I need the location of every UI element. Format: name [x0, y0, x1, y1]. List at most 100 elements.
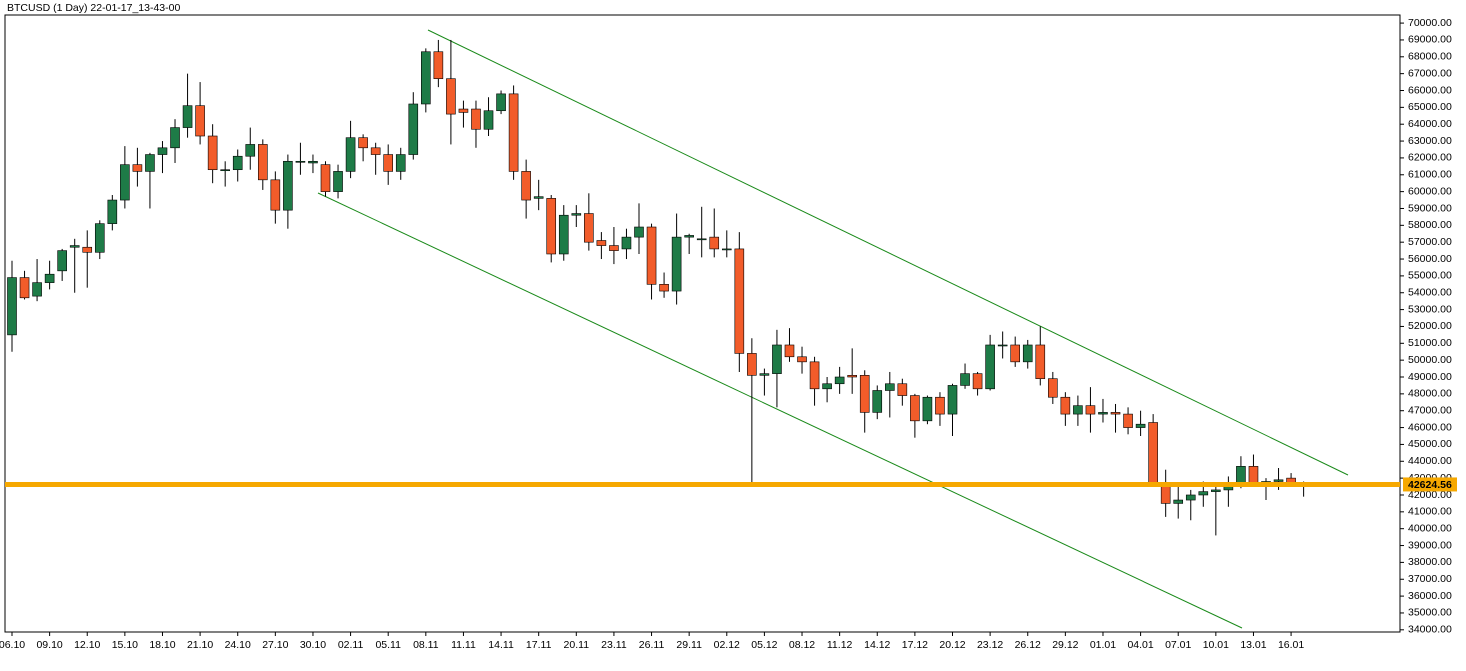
x-tick-label: 23.12 — [977, 639, 1003, 651]
x-tick-label: 29.12 — [1052, 639, 1078, 651]
candle-body — [935, 396, 945, 415]
y-tick-label: 44000.00 — [1408, 455, 1452, 467]
candle-body — [747, 353, 757, 376]
x-tick-label: 17.12 — [902, 639, 928, 651]
candle-body — [383, 154, 394, 172]
candle-body — [822, 383, 832, 390]
x-tick-label: 02.11 — [338, 639, 364, 651]
candle-body — [558, 214, 569, 255]
y-tick-label: 52000.00 — [1408, 320, 1452, 332]
candle-body — [483, 110, 494, 130]
candle-body — [859, 375, 870, 413]
y-tick-label: 64000.00 — [1408, 118, 1452, 130]
candle-body — [345, 137, 356, 172]
y-tick-label: 36000.00 — [1408, 590, 1452, 602]
candle-body — [584, 213, 594, 243]
candle-body — [1035, 344, 1046, 379]
x-tick-label: 18.10 — [149, 639, 175, 651]
y-tick-label: 60000.00 — [1408, 185, 1452, 197]
y-tick-label: 58000.00 — [1408, 219, 1452, 231]
x-tick-label: 26.12 — [1015, 639, 1041, 651]
y-tick-label: 62000.00 — [1408, 152, 1452, 164]
candle-body — [1236, 466, 1246, 484]
candle-body — [145, 154, 155, 172]
candle-body — [1173, 499, 1184, 504]
y-tick-label: 61000.00 — [1408, 169, 1452, 181]
candle-body — [897, 383, 908, 396]
y-tick-label: 35000.00 — [1408, 607, 1452, 619]
x-tick-label: 04.01 — [1127, 639, 1153, 651]
candle-body — [220, 169, 230, 172]
candle-body — [721, 248, 732, 251]
candle-body — [922, 396, 933, 422]
x-tick-label: 10.01 — [1203, 639, 1229, 651]
candle-body — [32, 282, 42, 297]
candle-body — [170, 127, 180, 149]
current-price-box — [1403, 477, 1457, 492]
y-tick-label: 59000.00 — [1408, 202, 1452, 214]
candle-body — [421, 51, 431, 105]
x-tick-label: 27.10 — [262, 639, 288, 651]
candle-body — [997, 344, 1008, 347]
candle-body — [1273, 479, 1284, 482]
x-tick-label: 02.12 — [714, 639, 740, 651]
candle-body — [19, 277, 30, 299]
candle-body — [1073, 405, 1083, 415]
candle-body — [496, 93, 506, 112]
candle-body — [57, 250, 67, 272]
candle-body — [646, 226, 657, 285]
candle-body — [232, 155, 243, 171]
candle-body — [884, 383, 895, 391]
x-tick-label: 21.10 — [187, 639, 213, 651]
candle-body — [471, 108, 481, 130]
trend-line — [317, 192, 1243, 629]
x-tick-label: 09.10 — [36, 639, 62, 651]
x-tick-label: 24.10 — [225, 639, 251, 651]
x-tick-label: 05.11 — [375, 639, 401, 651]
x-tick-label: 01.01 — [1090, 639, 1116, 651]
candle-body — [1148, 422, 1158, 484]
y-tick-label: 49000.00 — [1408, 371, 1452, 383]
y-tick-label: 66000.00 — [1408, 84, 1452, 96]
candle-body — [709, 236, 720, 250]
y-tick-label: 50000.00 — [1408, 354, 1452, 366]
x-tick-label: 29.11 — [676, 639, 702, 651]
y-tick-label: 65000.00 — [1408, 101, 1452, 113]
candle-body — [69, 245, 80, 248]
candle-body — [7, 277, 17, 336]
candle-body — [1010, 344, 1021, 363]
candle-body — [734, 248, 745, 354]
candle-body — [44, 273, 55, 283]
candle-body — [370, 147, 381, 155]
candle-body — [834, 376, 845, 385]
y-tick-label: 46000.00 — [1408, 421, 1452, 433]
candle-body — [621, 236, 632, 250]
candle-body — [446, 78, 456, 115]
y-tick-label: 67000.00 — [1408, 67, 1452, 79]
y-tick-label: 47000.00 — [1408, 404, 1452, 416]
candle-body — [270, 179, 281, 211]
candle-body — [1022, 344, 1033, 363]
candle-body — [433, 51, 444, 80]
y-tick-label: 53000.00 — [1408, 303, 1452, 315]
candle-body — [458, 108, 469, 113]
candle-body — [1048, 378, 1058, 398]
candle-body — [609, 245, 619, 251]
candle-body — [508, 93, 519, 172]
trend-line — [427, 29, 1349, 476]
y-tick-label: 40000.00 — [1408, 522, 1452, 534]
x-tick-label: 20.12 — [939, 639, 965, 651]
candle-body — [772, 344, 782, 374]
y-tick-label: 39000.00 — [1408, 539, 1452, 551]
x-tick-label: 17.11 — [526, 639, 552, 651]
y-tick-label: 57000.00 — [1408, 236, 1452, 248]
plot-frame — [4, 14, 1401, 633]
candle-body — [157, 147, 168, 155]
y-tick-label: 45000.00 — [1408, 438, 1452, 450]
candle-body — [1060, 396, 1071, 415]
candle-body — [1211, 489, 1221, 492]
x-tick-label: 05.12 — [751, 639, 777, 651]
candle-body — [659, 284, 669, 292]
x-tick-label: 08.11 — [413, 639, 439, 651]
